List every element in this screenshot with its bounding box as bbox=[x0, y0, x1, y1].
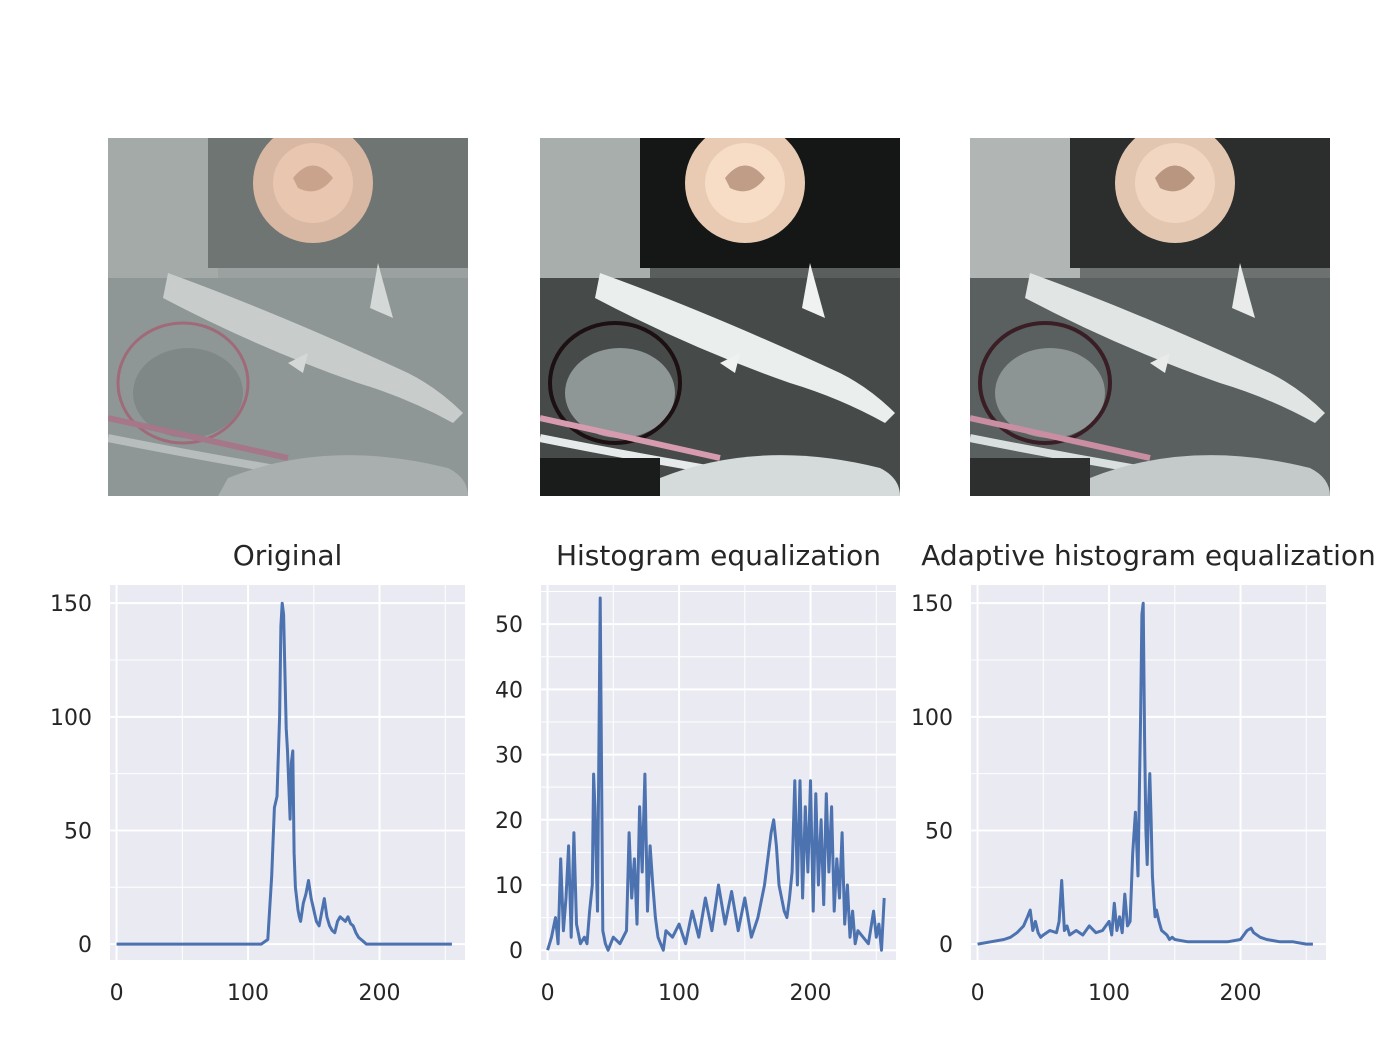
histogram-line bbox=[977, 601, 1313, 946]
y-tick-label: 50 bbox=[925, 819, 953, 844]
histogram-line bbox=[116, 601, 452, 946]
x-tick-label: 200 bbox=[1220, 981, 1262, 1006]
y-tick-label: 0 bbox=[78, 933, 92, 958]
adaptive-histogram-equalization-photo bbox=[970, 138, 1330, 496]
y-tick-label: 100 bbox=[911, 706, 953, 731]
x-tick-label: 200 bbox=[359, 981, 401, 1006]
chart-title: Adaptive histogram equalization bbox=[921, 539, 1376, 572]
y-tick-label: 50 bbox=[64, 819, 92, 844]
original-histogram: 0 100 200 0 50 100 150 Original bbox=[50, 539, 465, 1006]
histogram-line bbox=[546, 596, 886, 952]
y-tick-label: 100 bbox=[50, 706, 92, 731]
y-tick-label: 40 bbox=[495, 678, 523, 703]
y-tick-label: 0 bbox=[939, 933, 953, 958]
y-tick-label: 30 bbox=[495, 744, 523, 769]
chart-title: Histogram equalization bbox=[556, 539, 881, 572]
original-photo bbox=[108, 138, 468, 496]
plot-background bbox=[971, 585, 1326, 960]
y-tick-label: 10 bbox=[495, 874, 523, 899]
histogram-equalization-photo bbox=[540, 138, 900, 496]
x-tick-label: 200 bbox=[790, 981, 832, 1006]
adaptive-histogram-equalization-histogram: 0 100 200 0 50 100 150 Adaptive histogram equa… bbox=[911, 539, 1376, 1006]
histogram-equalization-histogram: 0 100 200 0 10 20 30 40 50 Histogram equalizatio… bbox=[495, 539, 896, 1006]
y-tick-label: 0 bbox=[509, 939, 523, 964]
x-tick-label: 100 bbox=[658, 981, 700, 1006]
x-tick-label: 0 bbox=[110, 981, 124, 1006]
y-tick-label: 50 bbox=[495, 613, 523, 638]
y-tick-label: 150 bbox=[50, 592, 92, 617]
x-tick-label: 100 bbox=[227, 981, 269, 1006]
y-tick-label: 150 bbox=[911, 592, 953, 617]
y-tick-label: 20 bbox=[495, 809, 523, 834]
x-tick-label: 100 bbox=[1088, 981, 1130, 1006]
chart-title: Original bbox=[233, 539, 343, 572]
x-tick-label: 0 bbox=[541, 981, 555, 1006]
x-tick-label: 0 bbox=[971, 981, 985, 1006]
